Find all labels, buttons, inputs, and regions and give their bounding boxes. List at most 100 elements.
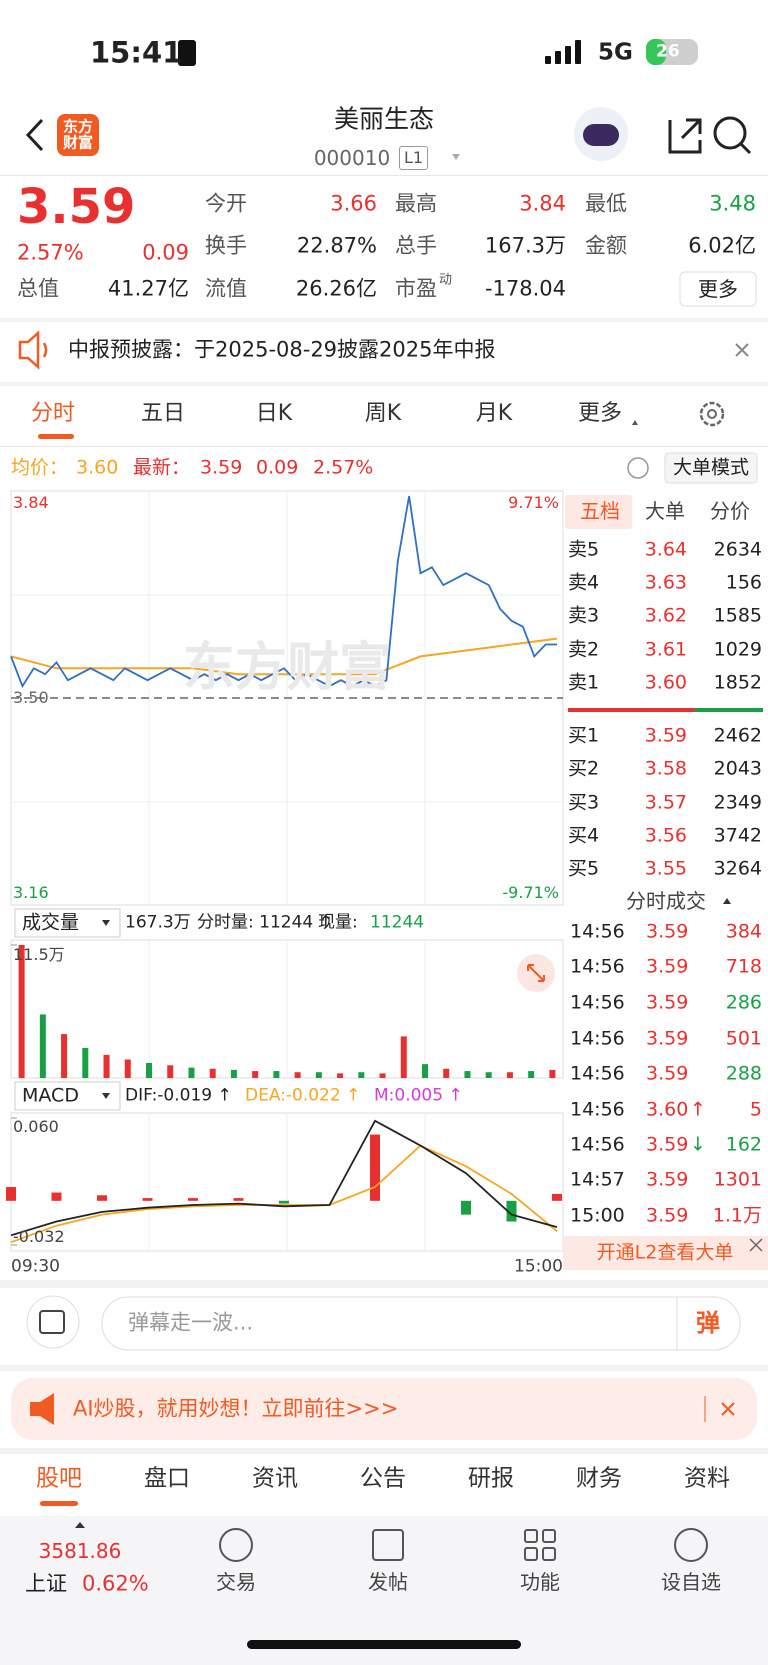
volume-bar (167, 1065, 174, 1078)
stat-label: 市盈 (395, 276, 437, 301)
nav-item[interactable]: 设自选 (661, 1570, 721, 1594)
macd-bar (188, 1198, 198, 1201)
func-icon (542, 1547, 556, 1561)
book-price: 3.57 (644, 791, 687, 814)
trade-icon[interactable] (219, 1528, 253, 1562)
volume-select[interactable] (14, 908, 121, 938)
book-volume: 156 (725, 571, 762, 594)
comment-placeholder[interactable]: 弹幕走一波... (128, 1310, 254, 1335)
book-price: 3.64 (644, 538, 687, 561)
macd-select[interactable] (14, 1081, 121, 1111)
tab[interactable]: 更多 (577, 401, 623, 426)
volume-bar (379, 1073, 386, 1078)
y-tick-label: 3.50 (13, 688, 49, 707)
mode-button[interactable] (664, 452, 758, 484)
book-volume: 2349 (713, 791, 762, 814)
volume-bar (315, 1072, 322, 1078)
book-tab[interactable]: 五档 (580, 499, 620, 523)
trade-price: 3.59 (646, 1062, 689, 1085)
stat-value: 22.87% (296, 233, 377, 258)
tab[interactable]: 周K (364, 401, 402, 426)
help-icon[interactable] (627, 457, 649, 479)
ask-bid-bar (695, 708, 763, 712)
bottom-tab[interactable]: 资料 (684, 1465, 730, 1492)
trade-volume: 1301 (713, 1168, 762, 1191)
post-icon[interactable] (372, 1529, 404, 1561)
dropdown-icon[interactable] (452, 154, 460, 160)
book-tab[interactable]: 大单 (645, 499, 685, 523)
book-label: 卖2 (568, 638, 600, 661)
search-icon[interactable] (713, 116, 747, 150)
last-label: 最新： (133, 456, 191, 479)
close-icon[interactable] (721, 1402, 735, 1416)
ask-bid-bar (568, 708, 695, 712)
volume-bar (294, 1072, 301, 1078)
stat-label: 金额 (585, 233, 627, 258)
book-tab[interactable]: 分价 (710, 499, 750, 523)
network: 5G (598, 39, 633, 66)
book-label: 买4 (568, 824, 600, 847)
volume-bar (61, 1034, 68, 1078)
l2-banner[interactable] (563, 1236, 768, 1270)
stat-label: 最高 (395, 191, 437, 216)
collapse-icon[interactable] (723, 898, 731, 904)
bottom-tab[interactable]: 研报 (468, 1465, 514, 1492)
trade-time: 14:56 (570, 991, 625, 1014)
comment-icon[interactable] (26, 1295, 80, 1349)
comment-input[interactable] (101, 1296, 741, 1351)
bottom-tab[interactable]: 盘口 (144, 1465, 190, 1492)
bottom-tab[interactable]: 股吧 (36, 1465, 82, 1492)
watch-icon[interactable] (674, 1528, 708, 1562)
notice-text[interactable]: 中报预披露：于2025-08-29披露2025年中报 (68, 337, 496, 362)
more-button[interactable] (679, 271, 757, 307)
macd-select[interactable]: MACD (22, 1084, 79, 1107)
home-indicator (247, 1640, 521, 1649)
trade-price: 3.59 (646, 955, 689, 978)
stat-label: 总值 (17, 276, 59, 301)
macd-bar (370, 1134, 380, 1201)
close-icon[interactable] (735, 343, 749, 357)
volume-bar (358, 1072, 365, 1078)
settings-icon (707, 409, 717, 419)
bottom-tab[interactable]: 资讯 (252, 1465, 298, 1492)
volume-now: 11244 (370, 912, 425, 933)
volume-select[interactable]: 成交量 (22, 911, 80, 934)
divider (0, 1448, 768, 1454)
close-icon[interactable] (749, 1238, 763, 1252)
back-icon[interactable] (25, 118, 44, 152)
book-label: 卖5 (568, 538, 600, 561)
bottom-tab[interactable]: 财务 (576, 1465, 622, 1492)
settings-icon[interactable] (699, 401, 725, 427)
bottom-tab[interactable]: 公告 (360, 1465, 406, 1492)
stat-label: 总手 (395, 233, 437, 258)
tab[interactable]: 月K (475, 401, 513, 426)
func-icon[interactable] (524, 1529, 538, 1543)
nav-item[interactable]: 交易 (216, 1570, 256, 1594)
signal (575, 40, 581, 64)
dif-label: DIF:-0.019 ↑ (125, 1085, 232, 1106)
book-label: 卖1 (568, 671, 600, 694)
book-label: 买5 (568, 857, 600, 880)
mode-button[interactable]: 大单模式 (672, 456, 750, 479)
trade-volume: 501 (725, 1027, 762, 1050)
nav-item[interactable]: 功能 (520, 1570, 560, 1594)
tab[interactable]: 分时 (30, 401, 76, 426)
nav-item[interactable]: 发帖 (368, 1570, 408, 1594)
index-value[interactable]: 3581.86 (38, 1539, 122, 1563)
expand-icon (527, 964, 545, 982)
ai-banner[interactable] (11, 1378, 757, 1440)
banner-text[interactable]: AI炒股，就用妙想！立即前往>>> (73, 1396, 399, 1421)
trade-price: 3.60 (646, 1098, 689, 1121)
watermark: 东方财富 (182, 638, 392, 698)
volume-bar (230, 1069, 237, 1078)
l2-link[interactable]: 开通L2查看大单 (596, 1241, 734, 1264)
danmaku-button[interactable]: 弹 (696, 1309, 720, 1337)
volume-bar (464, 1071, 471, 1078)
tab[interactable]: 日K (255, 401, 293, 426)
tab[interactable]: 五日 (140, 401, 186, 426)
divider (0, 1365, 768, 1371)
more-button[interactable]: 更多 (698, 277, 738, 301)
x-tick-label: 09:30 (11, 1256, 60, 1277)
book-price: 3.62 (644, 604, 687, 627)
share-icon[interactable] (668, 118, 702, 154)
